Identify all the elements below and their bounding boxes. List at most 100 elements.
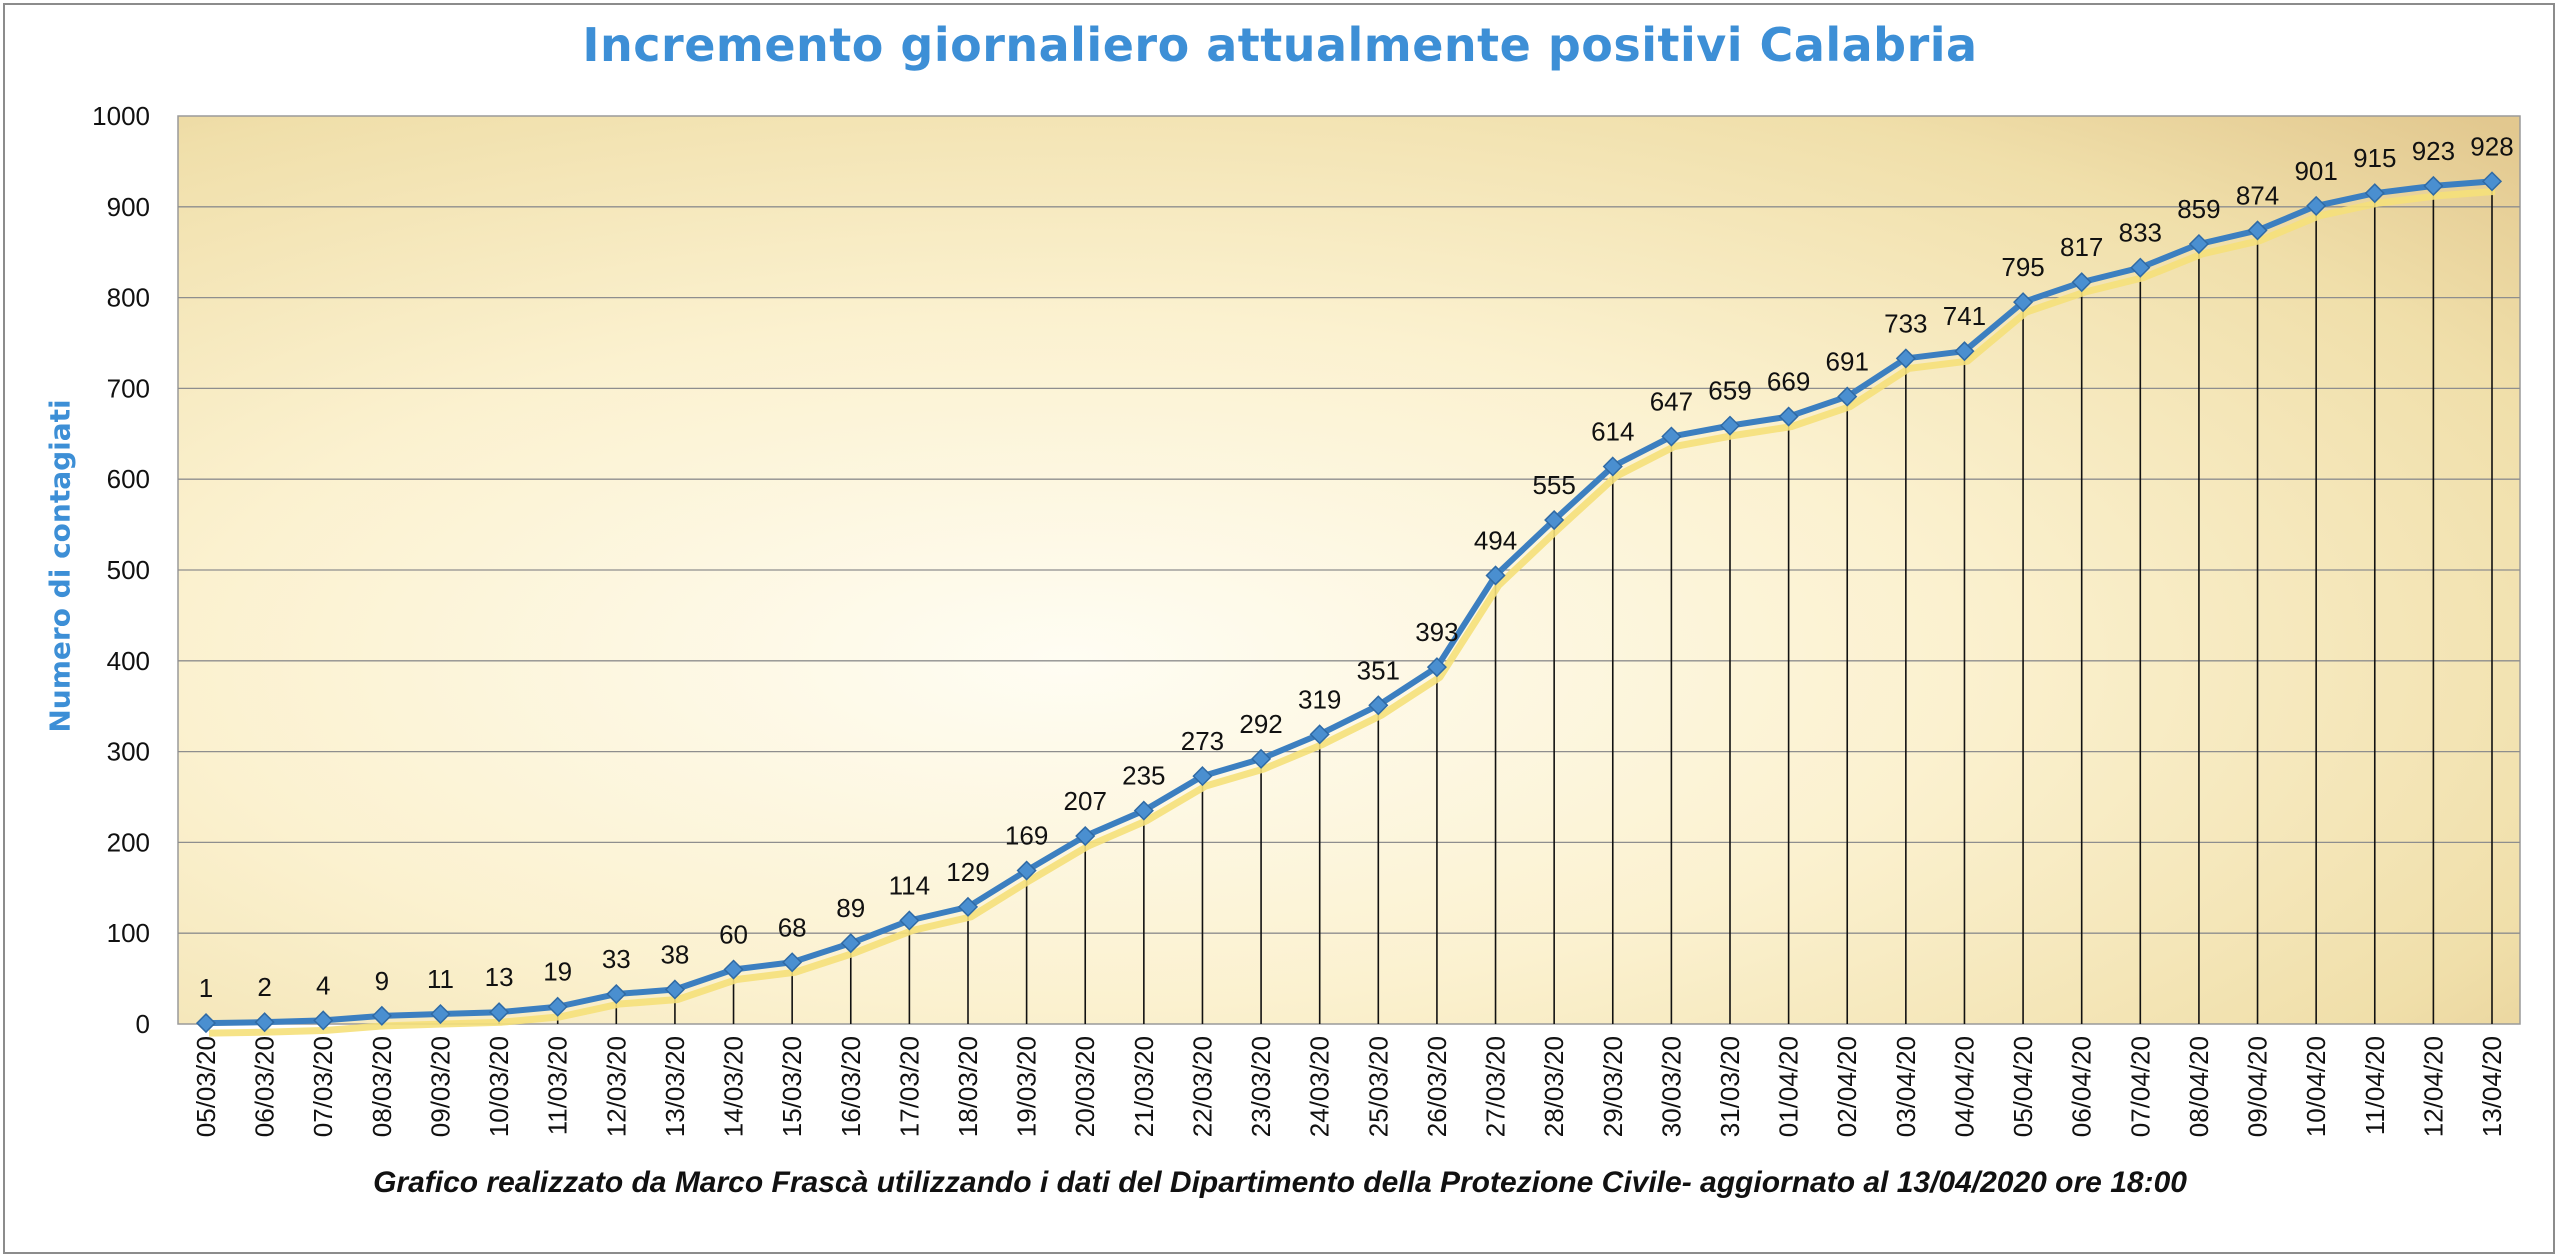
x-tick-label: 29/03/20 [1598,1036,1628,1137]
data-point [957,896,979,917]
data-point [313,1010,334,1031]
data-label: 833 [2119,218,2162,248]
x-tick-label: 05/03/20 [191,1036,221,1137]
data-point [2481,171,2503,192]
data-label: 915 [2353,143,2396,173]
data-label: 207 [1064,786,1107,816]
data-label: 89 [836,893,865,923]
data-point [899,910,920,931]
data-label: 292 [1239,709,1282,739]
data-label: 928 [2470,131,2513,161]
footer-note: Grafico realizzato da Marco Frascà utili… [373,1166,2187,1199]
data-point [1485,565,1506,586]
y-tick-label: 600 [107,464,150,494]
x-tick-label: 10/03/20 [484,1036,514,1137]
data-point [1016,860,1037,881]
data-point [2188,233,2209,255]
x-tick-label: 14/03/20 [719,1036,749,1137]
data-label: 741 [1943,301,1986,331]
x-tick-label: 09/03/20 [425,1036,455,1137]
data-label: 129 [946,857,989,887]
x-tick-label: 22/03/20 [1187,1036,1217,1137]
x-tick-label: 09/04/20 [2243,1036,2273,1137]
data-label: 555 [1532,470,1575,500]
x-tick-label: 08/03/20 [367,1036,397,1137]
y-tick-label: 0 [136,1009,150,1039]
data-label: 614 [1591,416,1634,446]
data-point [547,996,568,1017]
data-point [1309,724,1330,745]
y-axis-ticks: 0 100 200 300 400 500 600 700 800 900 1000 [92,101,150,1039]
data-label: 393 [1415,617,1458,647]
data-label: 33 [602,944,631,974]
data-label: 169 [1005,821,1048,851]
x-tick-label: 23/03/20 [1246,1036,1276,1137]
data-point [371,1005,392,1026]
x-axis-ticks: 05/03/20 06/03/20 07/03/20 08/03/20 09/03/20… [191,1036,2507,1137]
data-point [1837,386,1858,407]
data-label: 901 [2294,156,2337,186]
x-tick-label: 18/03/20 [953,1036,983,1137]
data-point [1192,766,1213,787]
x-tick-label: 13/04/20 [2477,1036,2507,1137]
data-markers [195,171,2503,1034]
y-tick-label: 300 [107,737,150,767]
data-label: 2 [257,972,271,1002]
data-label: 691 [1826,347,1869,377]
x-tick-label: 25/03/20 [1363,1036,1393,1137]
x-tick-label: 19/03/20 [1012,1036,1042,1137]
data-point [254,1012,275,1033]
data-label: 795 [2001,252,2044,282]
data-point [840,933,861,954]
data-point [723,959,744,980]
x-tick-label: 07/04/20 [2125,1036,2155,1137]
data-point [2364,183,2385,204]
data-labels: 1 2 4 9 11 13 19 33 38 60 68 89 114 129 169 207 235 273 29… [199,131,2514,1003]
data-point [489,1002,510,1023]
x-tick-label: 16/03/20 [836,1036,866,1137]
data-label: 1 [199,973,213,1003]
x-tick-label: 04/04/20 [1949,1036,1979,1137]
data-point [782,952,803,973]
x-tick-label: 07/03/20 [308,1036,338,1137]
y-tick-label: 500 [107,555,150,585]
data-point [1075,825,1096,847]
data-label: 19 [543,957,572,987]
gridlines [178,206,2520,934]
data-point [1544,509,1565,531]
data-point [2071,272,2092,293]
x-tick-label: 12/04/20 [2418,1036,2448,1137]
x-tick-label: 08/04/20 [2184,1036,2214,1137]
data-label: 874 [2236,180,2279,210]
series-line [205,178,2493,1027]
x-tick-label: 20/03/20 [1070,1036,1100,1137]
y-tick-label: 700 [107,373,150,403]
data-label: 923 [2412,136,2455,166]
data-point [1133,800,1154,821]
data-point [2013,292,2034,313]
x-tick-label: 30/03/20 [1656,1036,1686,1137]
x-tick-label: 17/03/20 [894,1036,924,1137]
data-label: 647 [1650,387,1693,417]
x-tick-label: 15/03/20 [777,1036,807,1137]
y-tick-label: 900 [107,192,150,222]
x-tick-label: 13/03/20 [660,1036,690,1137]
data-label: 669 [1767,367,1810,397]
x-tick-label: 28/03/20 [1539,1036,1569,1137]
data-label: 733 [1884,308,1927,338]
x-tick-label: 27/03/20 [1481,1036,1511,1137]
chart-title: Incremento giornaliero attualmente posit… [582,18,1978,72]
data-point [2130,257,2151,278]
data-point [1368,695,1389,716]
x-tick-label: 31/03/20 [1715,1036,1745,1137]
data-label: 4 [316,970,330,1000]
x-tick-label: 21/03/20 [1129,1036,1159,1137]
drop-lines [205,181,2493,1024]
x-tick-label: 05/04/20 [2008,1036,2038,1137]
data-label: 273 [1181,726,1224,756]
data-point [606,983,627,1005]
data-point [1602,456,1623,477]
data-label: 494 [1474,525,1517,555]
data-point [2306,195,2327,216]
data-point [1895,348,1916,369]
